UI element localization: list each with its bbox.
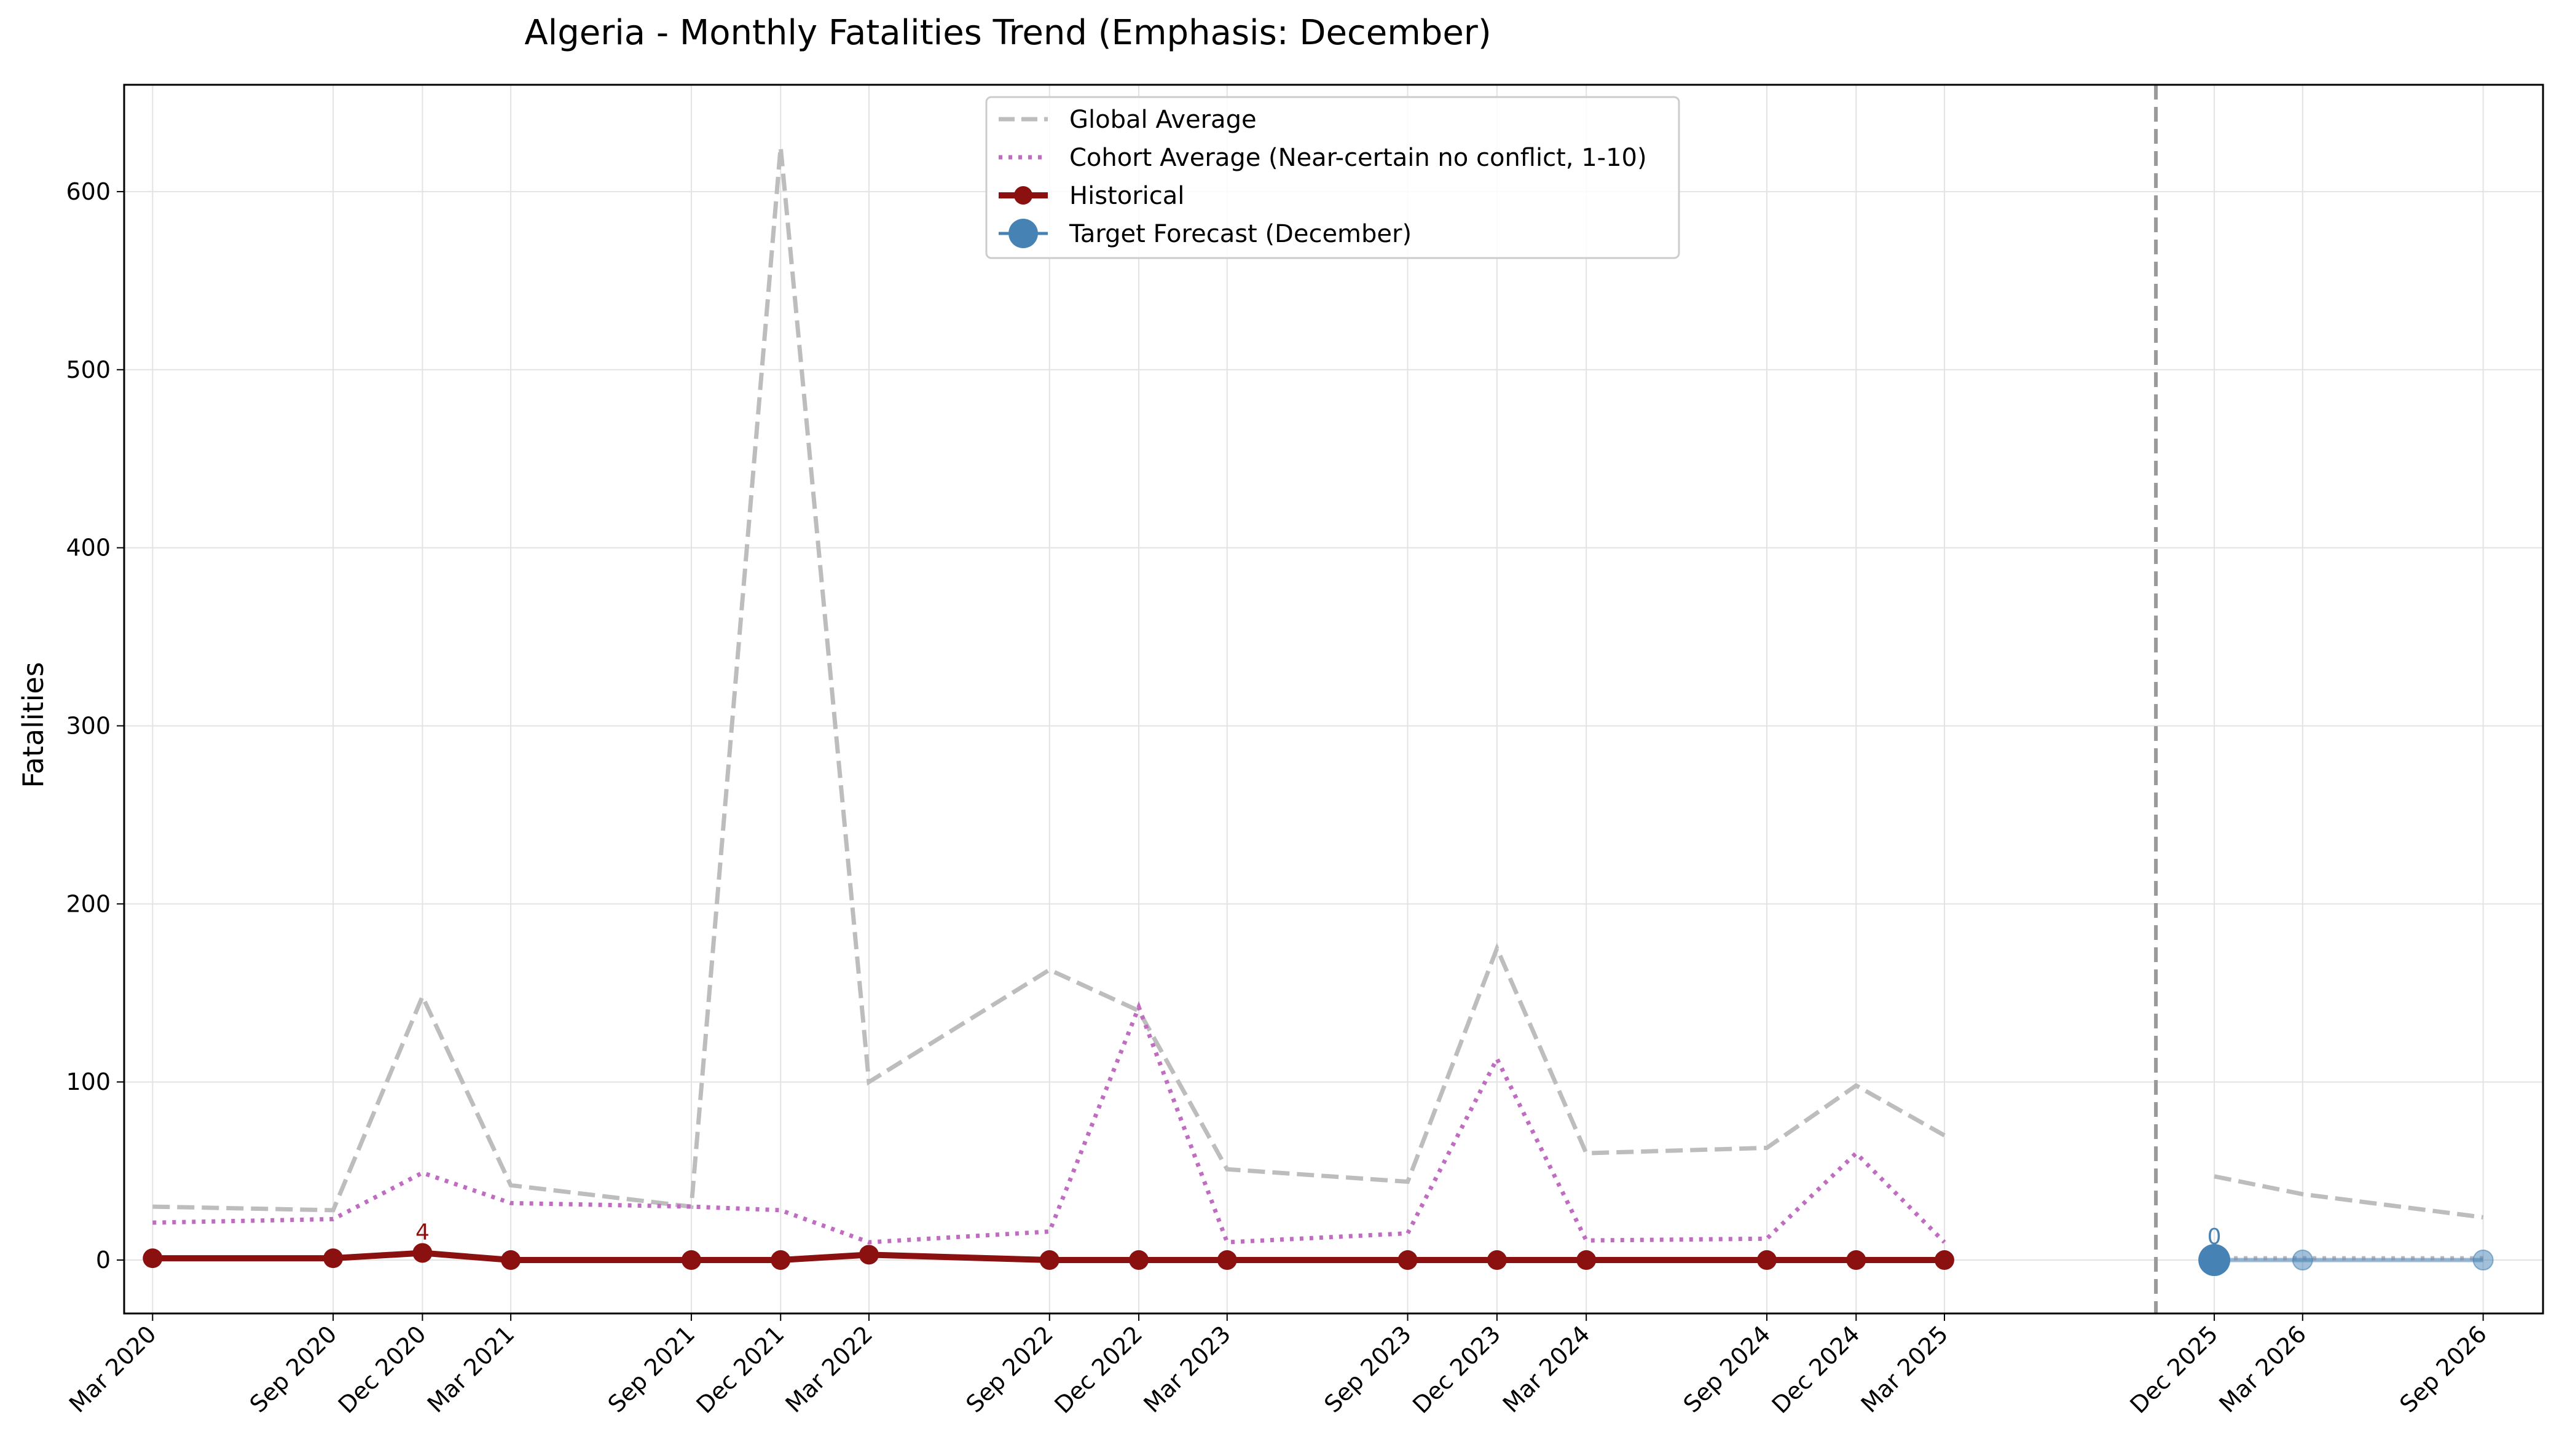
historical-point bbox=[412, 1243, 433, 1263]
historical-point bbox=[143, 1248, 163, 1269]
legend-label: Global Average bbox=[1069, 106, 1257, 134]
target-forecast-data-label: 0 bbox=[2207, 1224, 2222, 1250]
legend-marker-target-forecast bbox=[1008, 219, 1038, 248]
historical-point bbox=[771, 1250, 791, 1270]
historical-point bbox=[501, 1250, 521, 1270]
series-global-average-forecast-line bbox=[2214, 1174, 2484, 1219]
historical-point bbox=[323, 1248, 344, 1269]
series-cohort-average-line bbox=[152, 1001, 1946, 1245]
y-tick-label: 400 bbox=[66, 534, 111, 562]
forecast-point bbox=[2292, 1250, 2313, 1271]
forecast-point bbox=[2472, 1250, 2494, 1271]
legend-box bbox=[985, 96, 1680, 259]
historical-point bbox=[1039, 1250, 1059, 1270]
historical-point bbox=[1397, 1250, 1418, 1270]
plot-frame bbox=[123, 84, 2544, 1315]
series-global-average-line bbox=[152, 147, 1946, 1213]
historical-point bbox=[1217, 1250, 1237, 1270]
historical-point bbox=[1487, 1250, 1507, 1270]
series-historical-line bbox=[152, 1250, 1944, 1264]
legend: Global Average Cohort Average (Near-certa… bbox=[985, 96, 1680, 259]
grid-lines bbox=[124, 85, 2543, 1313]
legend-label: Target Forecast (December) bbox=[1069, 220, 1412, 248]
y-tick-label: 0 bbox=[96, 1247, 111, 1274]
historical-point bbox=[1576, 1250, 1597, 1270]
historical-point bbox=[1846, 1250, 1866, 1270]
historical-point bbox=[681, 1250, 701, 1270]
legend-label: Historical bbox=[1069, 182, 1184, 210]
y-axis-title: Fatalities bbox=[17, 662, 50, 788]
historical-point bbox=[859, 1245, 879, 1265]
historical-point bbox=[1129, 1250, 1149, 1270]
historical-point bbox=[1934, 1250, 1954, 1270]
y-tick-label: 100 bbox=[66, 1068, 111, 1095]
target-forecast-point bbox=[2198, 1244, 2231, 1277]
y-tick-label: 600 bbox=[66, 178, 111, 205]
y-tick-label: 500 bbox=[66, 356, 111, 383]
legend-marker-historical bbox=[1014, 186, 1032, 205]
legend-label: Cohort Average (Near-certain no conflict… bbox=[1069, 144, 1647, 172]
historical-data-label: 4 bbox=[415, 1219, 430, 1245]
y-tick-label: 300 bbox=[66, 712, 111, 739]
historical-point bbox=[1756, 1250, 1777, 1270]
y-tick-label: 200 bbox=[66, 890, 111, 917]
chart-title: Algeria - Monthly Fatalities Trend (Emph… bbox=[524, 13, 1491, 53]
